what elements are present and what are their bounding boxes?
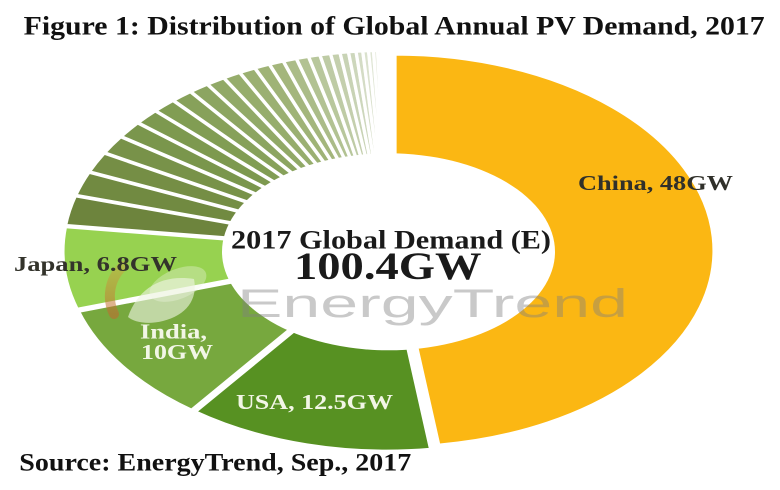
svg-text:China, 48GW: China, 48GW <box>578 171 733 195</box>
svg-text:Figure 1: Distribution of Glob: Figure 1: Distribution of Global Annual … <box>24 11 765 40</box>
svg-text:USA, 12.5GW: USA, 12.5GW <box>236 390 393 414</box>
svg-text:10GW: 10GW <box>141 340 213 364</box>
svg-text:Japan, 6.8GW: Japan, 6.8GW <box>14 252 177 276</box>
svg-text:EnergyTrend: EnergyTrend <box>237 282 628 326</box>
svg-text:Source: EnergyTrend, Sep., 201: Source: EnergyTrend, Sep., 2017 <box>19 449 411 476</box>
svg-text:2017 Global Demand (E): 2017 Global Demand (E) <box>231 226 551 255</box>
svg-text:100.4GW: 100.4GW <box>294 245 482 288</box>
svg-text:India,: India, <box>140 320 207 344</box>
